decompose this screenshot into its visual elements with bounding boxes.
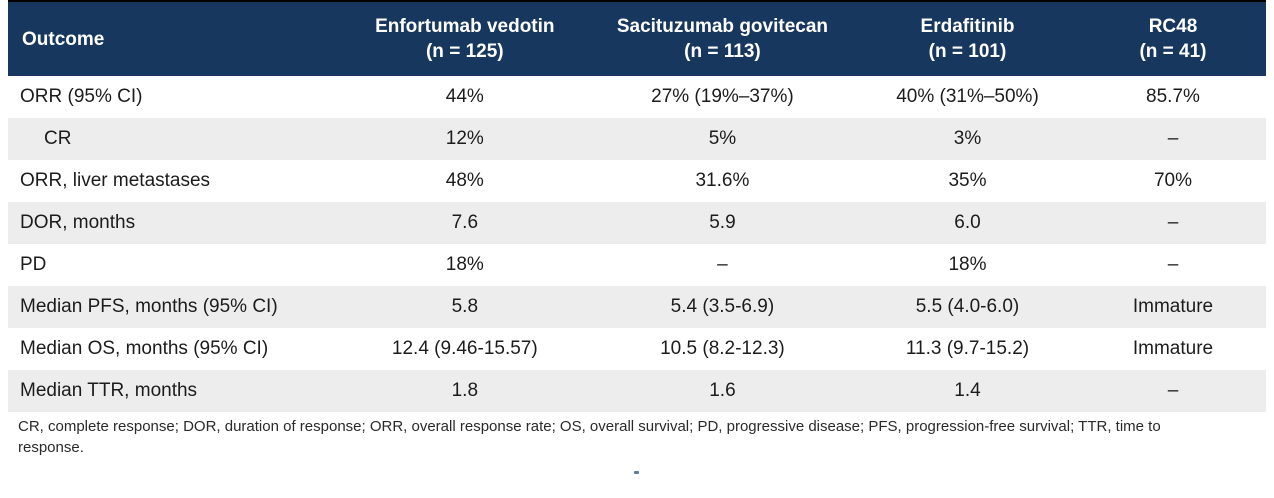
value-cell: 18%: [855, 244, 1080, 286]
outcome-cell: DOR, months: [8, 202, 340, 244]
stray-mark: [634, 471, 639, 474]
value-cell: 44%: [339, 76, 590, 118]
sample-size: (n = 41): [1139, 41, 1207, 62]
value-cell: –: [589, 244, 856, 286]
outcome-cell: Median OS, months (95% CI): [8, 328, 340, 370]
value-cell: Immature: [1079, 286, 1266, 328]
table-row: ORR, liver metastases 48% 31.6% 35% 70%: [8, 160, 1266, 202]
drug-name: Erdafitinib: [920, 16, 1015, 37]
value-cell: 31.6%: [589, 160, 856, 202]
outcomes-comparison-table: Outcome Enfortumab vedotin (n = 125) Sacit…: [8, 0, 1266, 412]
value-cell: 1.6: [589, 370, 856, 412]
value-cell: 5.9: [589, 202, 856, 244]
value-cell: –: [1079, 370, 1266, 412]
value-cell: –: [1079, 118, 1266, 160]
table-row: PD 18% –18% –: [8, 244, 1266, 286]
value-cell: 1.4: [855, 370, 1080, 412]
sample-size: (n = 113): [684, 41, 761, 62]
value-cell: 5.4 (3.5-6.9): [589, 286, 856, 328]
table-row: Median OS, months (95% CI) 12.4 (9.46-15.…: [8, 328, 1266, 370]
outcome-cell: PD: [8, 244, 340, 286]
header-row: Outcome Enfortumab vedotin (n = 125) Sacit…: [8, 2, 1266, 76]
value-cell: 18%: [339, 244, 590, 286]
column-header-outcome: Outcome: [8, 2, 340, 76]
value-cell: 12.4 (9.46-15.57): [339, 328, 590, 370]
value-cell: 27% (19%–37%): [589, 76, 856, 118]
table-row: ORR (95% CI) 44% 27% (19%–37%) 40% (31%–50%…: [8, 76, 1266, 118]
table-row: CR 12% 5% 3% –: [8, 118, 1266, 160]
column-header-drug: RC48 (n = 41): [1079, 2, 1266, 76]
value-cell: 85.7%: [1079, 76, 1266, 118]
value-cell: 3%: [855, 118, 1080, 160]
value-cell: 5%: [589, 118, 856, 160]
value-cell: 11.3 (9.7-15.2): [855, 328, 1080, 370]
drug-name: Enfortumab vedotin: [375, 16, 555, 37]
outcome-cell: CR: [8, 118, 340, 160]
outcome-cell: Median PFS, months (95% CI): [8, 286, 340, 328]
table-row: DOR, months 7.6 5.9 6.0–: [8, 202, 1266, 244]
column-header-drug: Enfortumab vedotin (n = 125): [339, 2, 590, 76]
value-cell: 40% (31%–50%): [855, 76, 1080, 118]
drug-name: Sacituzumab govitecan: [616, 16, 829, 37]
results-table: Outcome Enfortumab vedotin (n = 125) Sacit…: [8, 2, 1266, 412]
table-row: Median PFS, months (95% CI) 5.8 5.4 (3.5-6…: [8, 286, 1266, 328]
value-cell: 1.8: [339, 370, 590, 412]
value-cell: Immature: [1079, 328, 1266, 370]
value-cell: 12%: [339, 118, 590, 160]
value-cell: 7.6: [339, 202, 590, 244]
value-cell: 5.5 (4.0-6.0): [855, 286, 1080, 328]
results-table-body: ORR (95% CI) 44% 27% (19%–37%) 40% (31%–50%…: [8, 76, 1266, 412]
table-row: Median TTR, months 1.8 1.6 1.4–: [8, 370, 1266, 412]
value-cell: –: [1079, 202, 1266, 244]
drug-name: RC48: [1148, 16, 1198, 37]
outcome-cell: Median TTR, months: [8, 370, 340, 412]
value-cell: 6.0: [855, 202, 1080, 244]
value-cell: –: [1079, 244, 1266, 286]
sample-size: (n = 101): [928, 41, 1007, 62]
column-header-drug: Erdafitinib (n = 101): [855, 2, 1080, 76]
value-cell: 70%: [1079, 160, 1266, 202]
outcome-cell: ORR (95% CI): [8, 76, 340, 118]
value-cell: 48%: [339, 160, 590, 202]
sample-size: (n = 125): [425, 41, 504, 62]
abbreviations-footnote: CR, complete response; DOR, duration of …: [18, 418, 1161, 456]
value-cell: 35%: [855, 160, 1080, 202]
column-header-drug: Sacituzumab govitecan (n = 113): [589, 2, 856, 76]
outcome-cell: ORR, liver metastases: [8, 160, 340, 202]
value-cell: 10.5 (8.2-12.3): [589, 328, 856, 370]
value-cell: 5.8: [339, 286, 590, 328]
